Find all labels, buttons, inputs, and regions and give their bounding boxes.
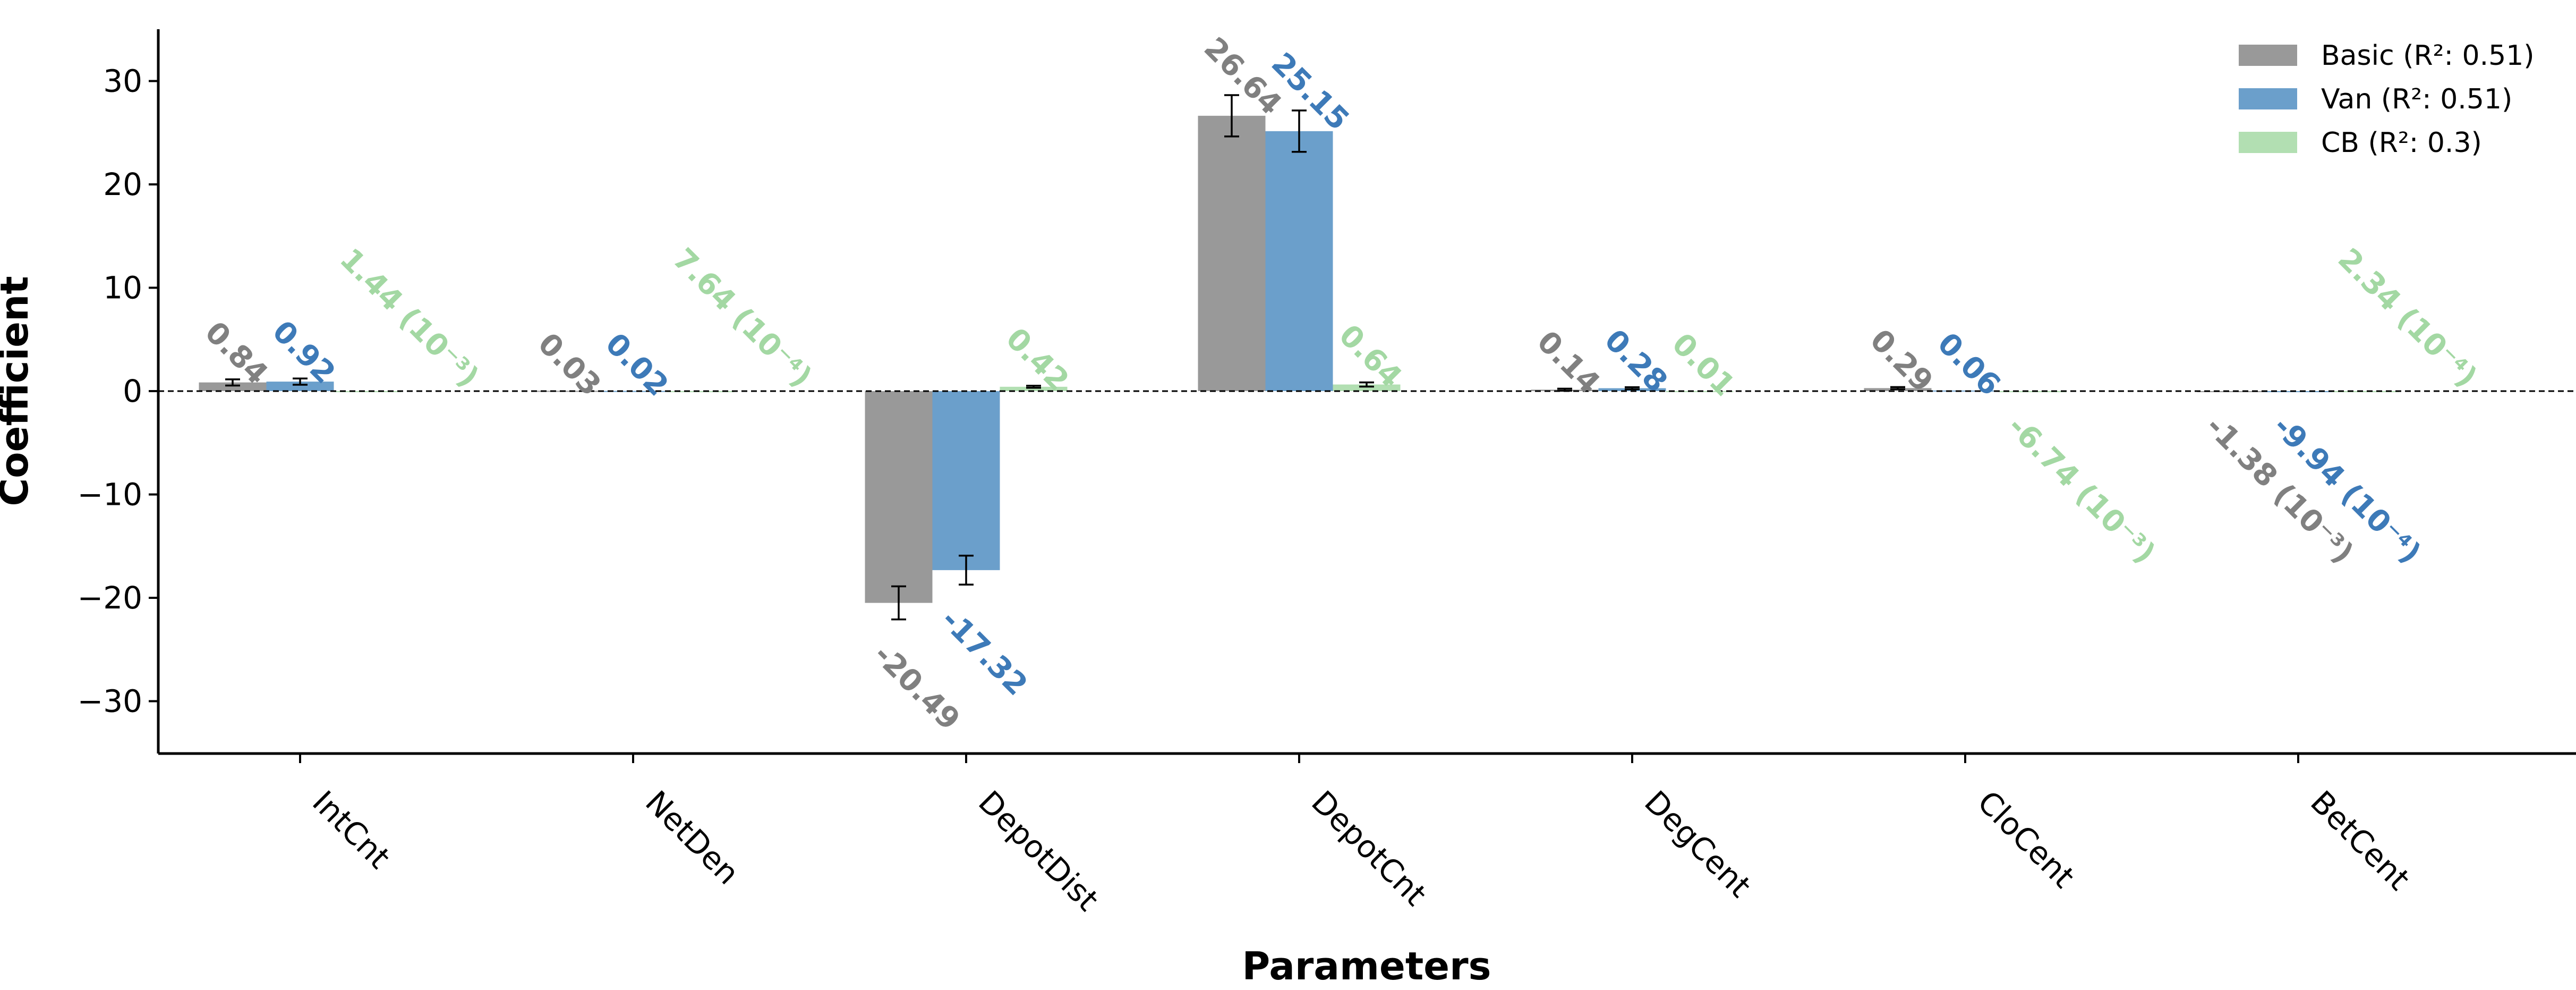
- x-tick-label: NetDen: [638, 784, 746, 892]
- bar-depotcnt-1: [1265, 131, 1333, 391]
- x-tick-label: DepotCnt: [1304, 784, 1434, 913]
- bar-depotdist-1: [932, 391, 1000, 570]
- legend-swatch: [2239, 45, 2297, 66]
- x-tick-label: DegCent: [1637, 784, 1758, 904]
- value-label: 2.34 (10⁻⁴): [2331, 242, 2484, 394]
- bar-depotcnt-0: [1198, 115, 1266, 392]
- y-tick-label: −30: [78, 683, 142, 720]
- y-ticks: −30 −20 −10 0 10 20 30: [78, 63, 158, 720]
- bar-betcent-0: [2197, 391, 2265, 392]
- x-tick-label: BetCent: [2304, 784, 2417, 897]
- value-label: -6.74 (10⁻³): [2001, 409, 2162, 570]
- bar-netden-2: [667, 391, 735, 392]
- legend: Basic (R²: 0.51) Van (R²: 0.51) CB (R²: 0.…: [2239, 40, 2535, 159]
- bar-netden-1: [599, 391, 667, 392]
- legend-swatch: [2239, 132, 2297, 153]
- bars-layer: [199, 115, 2400, 603]
- legend-swatch: [2239, 88, 2297, 109]
- y-tick-label: 20: [103, 166, 142, 202]
- bar-depotcnt-2: [1333, 384, 1401, 391]
- value-label: 1.44 (10⁻³): [333, 242, 485, 394]
- y-tick-label: −20: [78, 580, 142, 616]
- y-tick-label: 0: [123, 373, 142, 409]
- x-axis-title: Parameters: [1242, 944, 1491, 988]
- y-tick-label: 10: [103, 270, 142, 306]
- legend-label: CB (R²: 0.3): [2321, 127, 2482, 159]
- legend-label: Van (R²: 0.51): [2321, 83, 2512, 115]
- bar-depotdist-0: [865, 391, 933, 603]
- y-tick-label: 30: [103, 63, 142, 99]
- error-bars-layer: [225, 94, 1905, 621]
- bar-betcent-2: [2332, 391, 2400, 392]
- bar-intcnt-0: [199, 382, 267, 391]
- x-tick-label: CloCent: [1971, 784, 2082, 895]
- bar-depotdist-2: [1000, 386, 1068, 391]
- value-label: -20.49: [867, 638, 967, 738]
- x-tick-label: IntCnt: [305, 784, 397, 876]
- x-ticks: IntCnt NetDen DepotDist DepotCnt DegCent CloC…: [299, 754, 2417, 918]
- y-tick-label: −10: [78, 477, 142, 513]
- x-tick-label: DepotDist: [971, 784, 1106, 918]
- y-axis-title: Coefficient: [0, 276, 37, 506]
- bar-betcent-1: [2264, 391, 2332, 392]
- value-label: -17.32: [934, 603, 1034, 703]
- bar-intcnt-2: [334, 391, 402, 392]
- value-label: 7.64 (10⁻⁴): [666, 242, 818, 394]
- legend-label: Basic (R²: 0.51): [2321, 40, 2535, 72]
- bar-intcnt-1: [266, 382, 334, 391]
